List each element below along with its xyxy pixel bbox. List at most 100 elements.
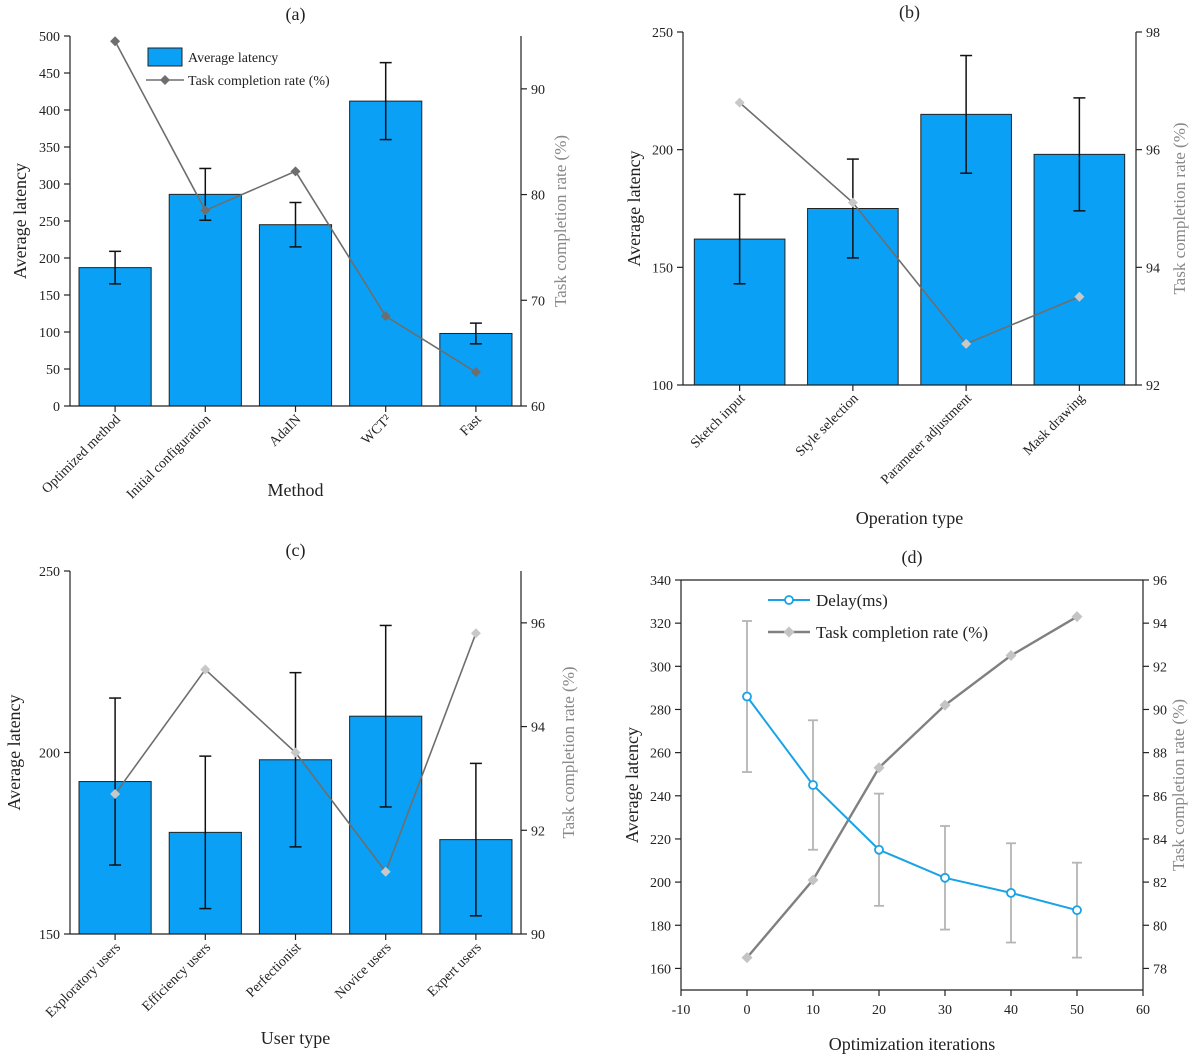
y2-tick-label: 92 — [1146, 379, 1160, 394]
y-tick-label: 450 — [39, 67, 60, 82]
rate-point — [110, 36, 121, 47]
x-tick-label: Sketch input — [688, 391, 748, 451]
chart-panel-3: (c) Exploratory users Efficiency users Perf… — [4, 540, 578, 1048]
legend-label: Delay(ms) — [816, 591, 888, 610]
y-tick-label: 250 — [39, 565, 60, 580]
y2-tick-label: 96 — [1153, 574, 1167, 589]
rate-point — [847, 197, 858, 208]
y2-axis-label: Task completion rate (%) — [1170, 122, 1189, 294]
y2-tick-label: 80 — [1153, 919, 1167, 934]
y-axis-label: Average latency — [622, 727, 642, 843]
x-tick-label: 10 — [806, 1003, 820, 1018]
y2-tick-label: 98 — [1146, 26, 1160, 41]
rate-line — [746, 615, 1078, 959]
x-tick-label: WCT² — [359, 412, 395, 448]
y2-tick-label: 92 — [1153, 660, 1167, 675]
x-axis-label: User type — [261, 1028, 330, 1048]
rate-point — [807, 874, 819, 886]
x-tick-label: Exploratory users — [43, 940, 124, 1021]
x-tick-label: -10 — [672, 1003, 691, 1018]
y2-tick-label: 70 — [531, 294, 545, 309]
x-tick-label: 60 — [1136, 1003, 1150, 1018]
y-tick-label: 180 — [650, 919, 671, 934]
y-tick-label: 0 — [53, 400, 60, 415]
y2-tick-label: 96 — [531, 617, 545, 632]
y2-tick-label: 80 — [531, 189, 545, 204]
y-axis-label: Average latency — [624, 150, 644, 266]
chart-panel-4: (d) -10 0 10 20 30 40 50 60 160 180 200 220 240 260 280… — [622, 547, 1188, 1054]
delay-point — [940, 872, 950, 883]
legend-label: Task completion rate (%) — [816, 623, 988, 642]
y2-tick-label: 94 — [1153, 617, 1167, 632]
y2-tick-label: 94 — [531, 721, 545, 736]
x-tick-label: Mask drawing — [1021, 391, 1089, 459]
x-axis-label: Operation type — [856, 508, 963, 528]
chart-panel-1: (a) Optimized method Initial configuration… — [10, 4, 570, 502]
y2-tick-label: 86 — [1153, 790, 1167, 805]
y-tick-label: 350 — [39, 141, 60, 156]
y-tick-label: 340 — [650, 574, 671, 589]
legend-swatch-marker — [160, 75, 170, 85]
x-tick-label: Perfectionist — [244, 940, 305, 1001]
rate-point — [200, 664, 211, 675]
delay-point — [1006, 887, 1016, 898]
bar — [168, 193, 242, 407]
bar — [349, 100, 423, 407]
y-tick-label: 320 — [650, 617, 671, 632]
y2-tick-label: 88 — [1153, 747, 1167, 762]
y2-tick-label: 90 — [531, 83, 545, 98]
y-tick-label: 500 — [39, 30, 60, 45]
legend-label: Average latency — [188, 51, 278, 66]
rate-point — [939, 699, 951, 711]
rate-point — [961, 338, 972, 349]
rate-point — [1071, 611, 1083, 623]
legend-label: Task completion rate (%) — [188, 74, 330, 89]
panel-title: (a) — [286, 4, 306, 25]
y-tick-label: 100 — [39, 326, 60, 341]
rate-point — [200, 205, 211, 216]
rate-point — [290, 166, 301, 177]
rate-point — [873, 762, 885, 774]
x-tick-label: Parameter adjustment — [878, 391, 975, 488]
y-tick-label: 150 — [39, 928, 60, 943]
rate-point — [1005, 650, 1017, 662]
y-tick-label: 400 — [39, 104, 60, 119]
y-tick-label: 250 — [652, 26, 673, 41]
y2-tick-label: 94 — [1146, 261, 1160, 276]
delay-point — [1072, 905, 1082, 916]
x-tick-label: 40 — [1004, 1003, 1018, 1018]
y2-axis-label: Task completion rate (%) — [559, 666, 578, 838]
y2-tick-label: 92 — [531, 824, 545, 839]
y-tick-label: 200 — [39, 252, 60, 267]
x-tick-label: AdaIN — [267, 412, 305, 450]
x-tick-label: Expert users — [425, 940, 485, 1000]
y-axis-label: Average latency — [10, 163, 30, 279]
x-axis-label: Optimization iterations — [829, 1034, 995, 1054]
y-tick-label: 160 — [650, 962, 671, 977]
y-tick-label: 200 — [652, 144, 673, 159]
y-tick-label: 200 — [650, 876, 671, 891]
y-tick-label: 220 — [650, 833, 671, 848]
y-tick-label: 150 — [39, 289, 60, 304]
delay-line — [746, 695, 1078, 912]
x-tick-label: 50 — [1070, 1003, 1084, 1018]
delay-point — [742, 691, 752, 702]
panel-title: (b) — [899, 2, 920, 23]
y2-tick-label: 90 — [1153, 703, 1167, 718]
y-tick-label: 300 — [650, 660, 671, 675]
y2-tick-label: 90 — [531, 928, 545, 943]
y-tick-label: 50 — [46, 363, 60, 378]
y2-tick-label: 78 — [1153, 962, 1167, 977]
x-axis-label: Method — [268, 480, 324, 500]
y-tick-label: 280 — [650, 703, 671, 718]
legend-swatch-marker — [784, 595, 794, 605]
legend-swatch-bar — [147, 47, 183, 67]
legend: Average latency Task completion rate (%) — [146, 47, 330, 89]
bar — [78, 267, 152, 407]
rate-point — [470, 628, 481, 639]
x-tick-label: Style selection — [793, 391, 862, 460]
legend: Delay(ms) Task completion rate (%) — [768, 591, 988, 642]
x-tick-label: Novice users — [333, 940, 395, 1002]
y2-tick-label: 84 — [1153, 833, 1167, 848]
y-tick-label: 300 — [39, 178, 60, 193]
